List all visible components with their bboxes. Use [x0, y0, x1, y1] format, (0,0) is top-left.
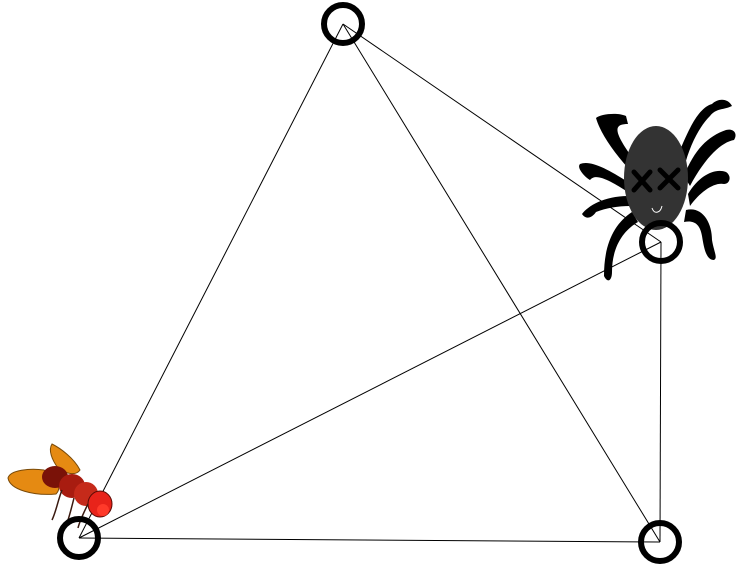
- spider-icon[interactable]: [579, 99, 736, 281]
- node-top[interactable]: [321, 2, 365, 46]
- node-right[interactable]: [639, 220, 683, 264]
- edge-n0-n1: [78, 23, 344, 539]
- nodes-layer: [57, 2, 683, 564]
- fly-icon[interactable]: [7, 443, 113, 529]
- node-bottom-right[interactable]: [638, 520, 682, 564]
- edge-n0-n2: [342, 23, 661, 543]
- node-bottom-left[interactable]: [57, 516, 101, 560]
- edge-n1-n3: [78, 241, 662, 539]
- edge-n3-n2: [659, 241, 662, 543]
- edges-layer: [78, 23, 662, 543]
- edge-n1-n2: [78, 537, 661, 543]
